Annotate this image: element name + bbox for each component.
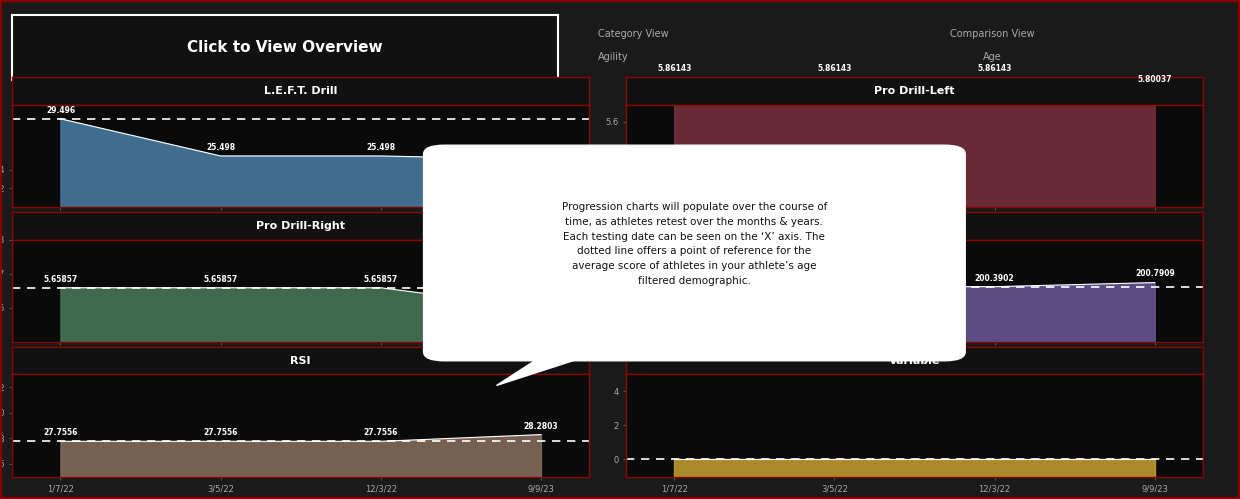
Text: Age: Age <box>982 52 1002 62</box>
Polygon shape <box>496 352 600 385</box>
Text: 5.86143: 5.86143 <box>977 64 1012 73</box>
Text: Click to View Overview: Click to View Overview <box>187 40 383 55</box>
Text: 5.86143: 5.86143 <box>817 64 852 73</box>
Text: Pro Drill-Left: Pro Drill-Left <box>874 86 955 96</box>
Text: 5.86143: 5.86143 <box>657 64 692 73</box>
Text: 5.59778: 5.59778 <box>523 295 558 304</box>
FancyBboxPatch shape <box>424 145 965 361</box>
Text: 29.496: 29.496 <box>46 106 74 115</box>
Text: 25.498: 25.498 <box>366 143 396 152</box>
Text: L.E.F.T. Drill: L.E.F.T. Drill <box>264 86 337 96</box>
Text: Category View: Category View <box>598 29 668 39</box>
Text: Comparison View: Comparison View <box>950 29 1034 39</box>
Text: 27.7556: 27.7556 <box>203 428 238 437</box>
Text: Progression charts will populate over the course of
time, as athletes retest ove: Progression charts will populate over th… <box>562 202 827 286</box>
Text: 200.3902: 200.3902 <box>815 273 854 282</box>
Text: Agility: Agility <box>598 52 629 62</box>
Text: 200.7909: 200.7909 <box>1135 269 1174 278</box>
Text: 200.3902: 200.3902 <box>975 273 1014 282</box>
Text: Pro Drill-Right: Pro Drill-Right <box>257 221 345 231</box>
Text: 27.7556: 27.7556 <box>363 428 398 437</box>
Text: 25.498: 25.498 <box>206 143 236 152</box>
Text: RSI: RSI <box>290 355 311 366</box>
Text: 27.7556: 27.7556 <box>43 428 78 437</box>
Text: 5.80037: 5.80037 <box>1137 74 1172 84</box>
Text: 5.65857: 5.65857 <box>363 274 398 283</box>
Text: 25.1339: 25.1339 <box>523 146 558 155</box>
Text: 28.2803: 28.2803 <box>523 422 558 431</box>
Text: Variable: Variable <box>889 355 940 366</box>
Text: 5.65857: 5.65857 <box>43 274 78 283</box>
Text: 200.3902: 200.3902 <box>655 273 694 282</box>
Text: 5.65857: 5.65857 <box>203 274 238 283</box>
Text: Broad Jump: Broad Jump <box>878 221 951 231</box>
